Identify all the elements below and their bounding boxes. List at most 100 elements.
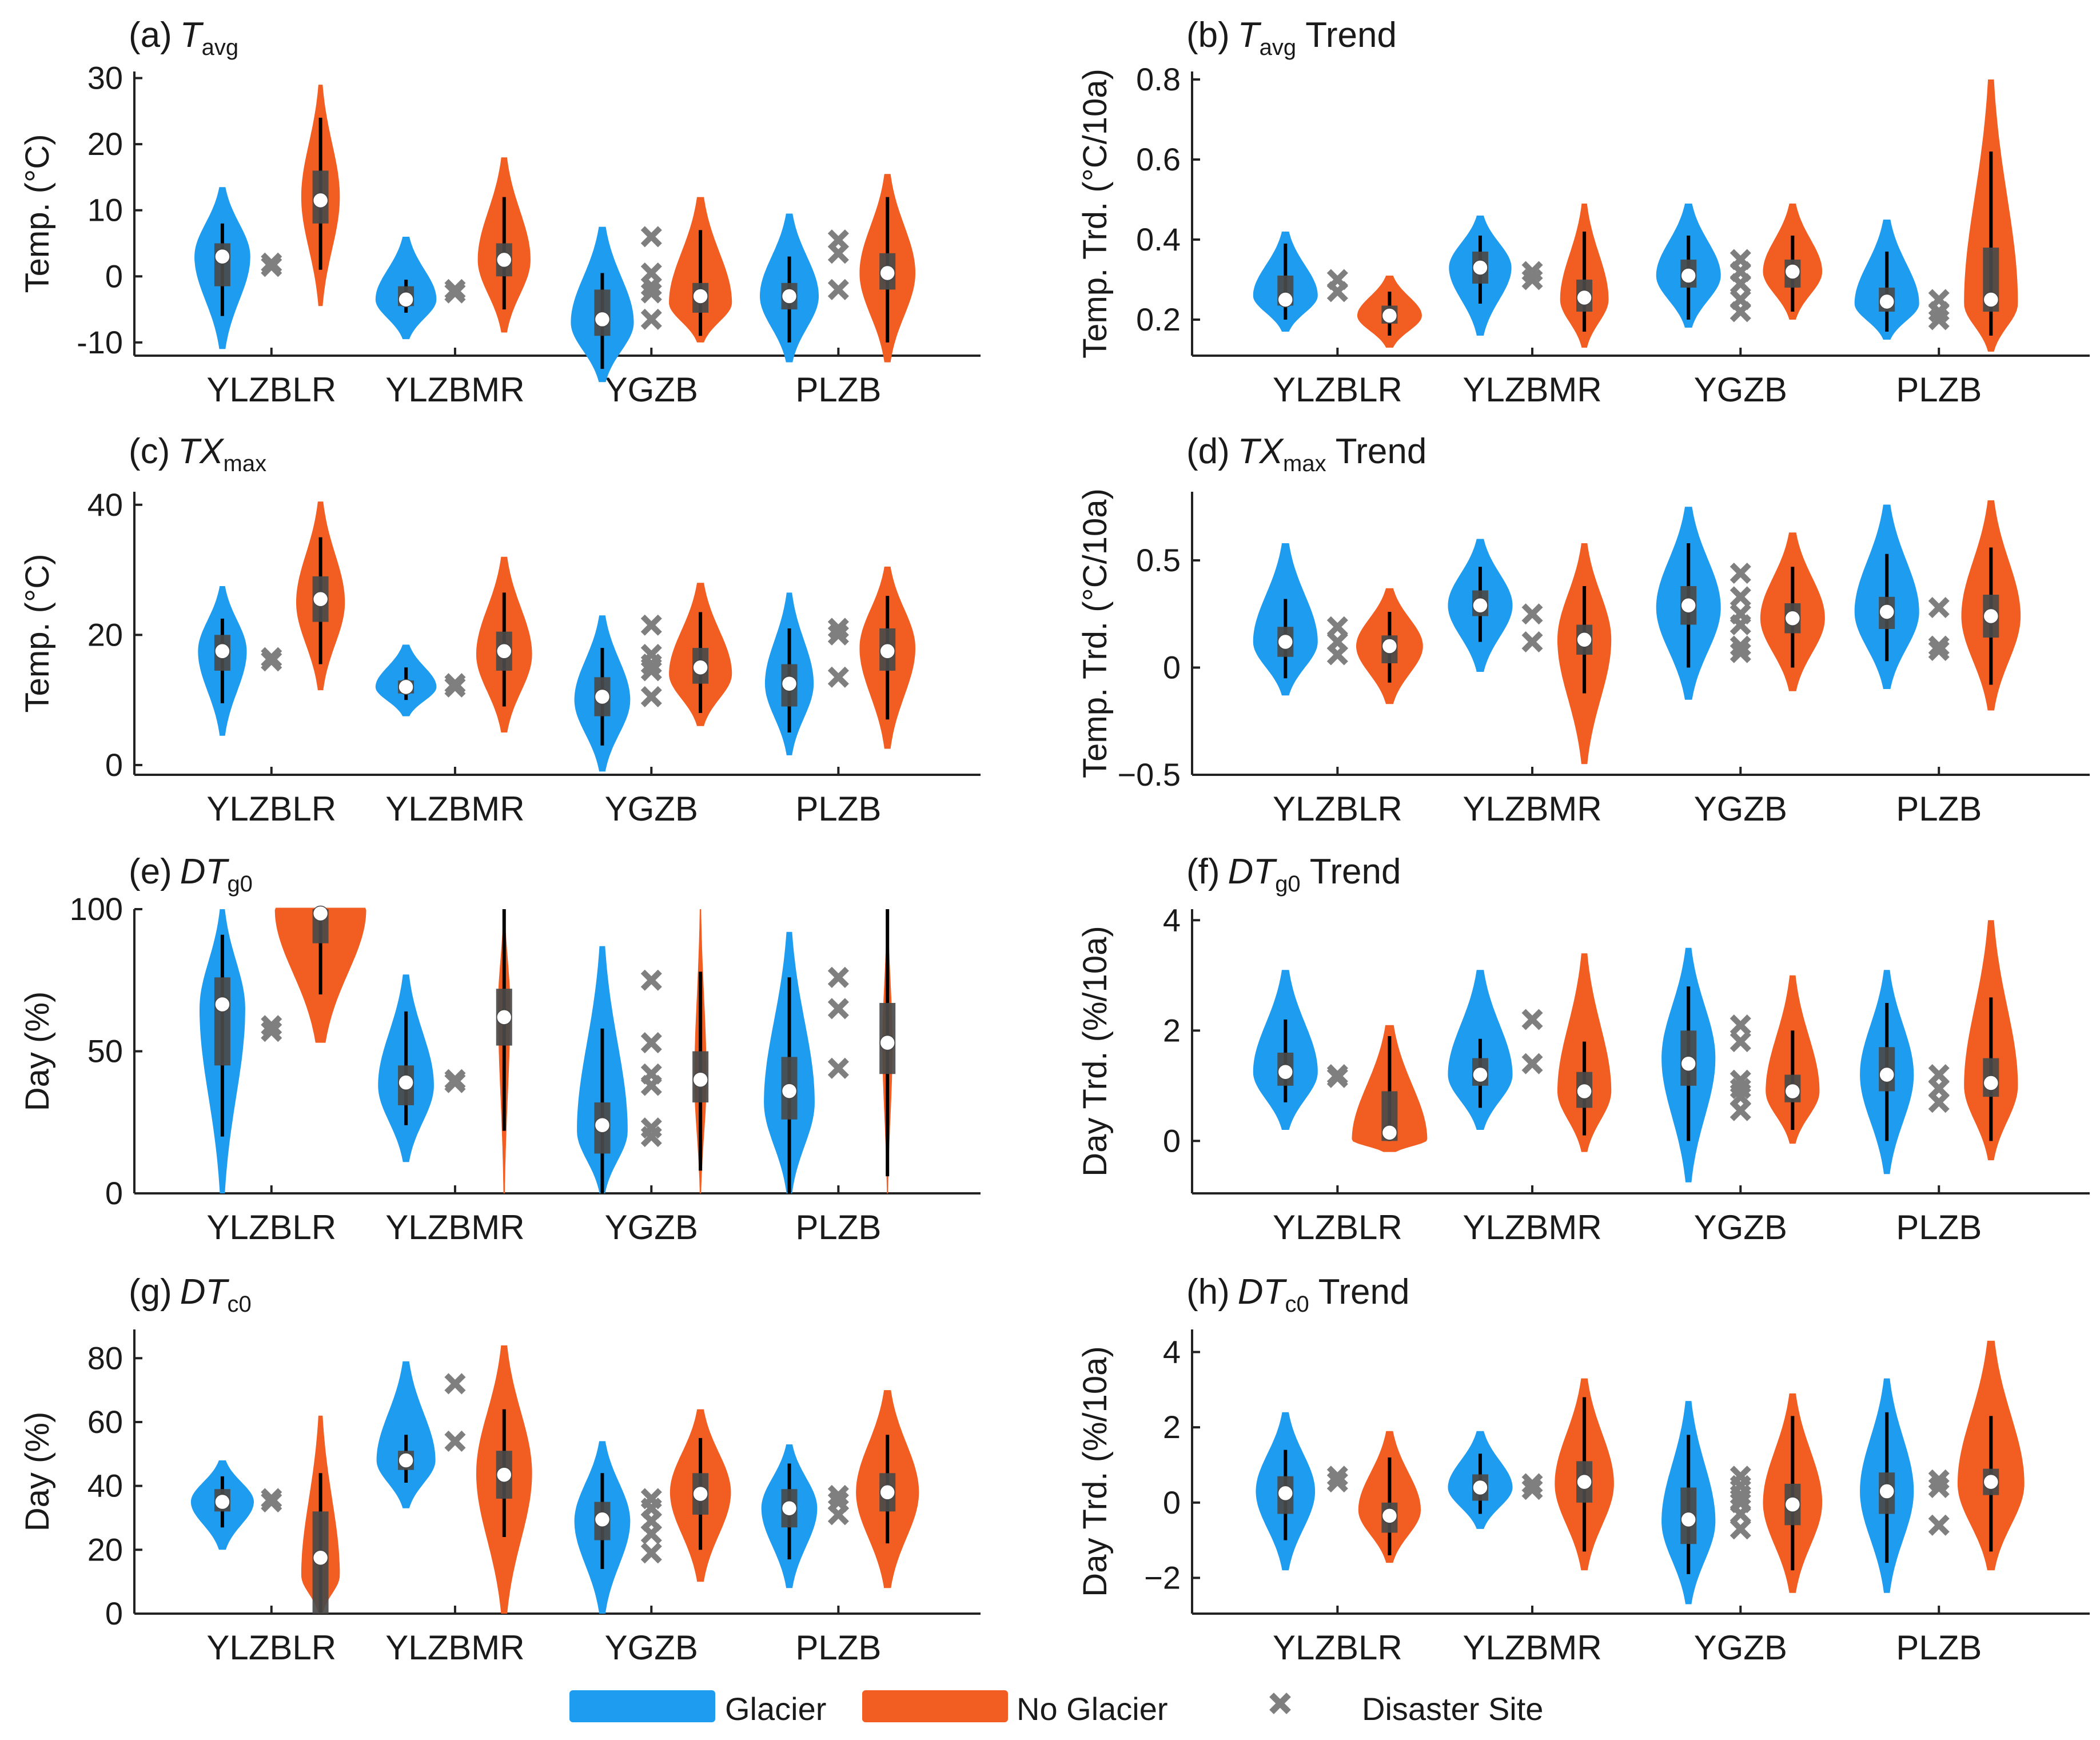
legend-label-no-glacier: No Glacier bbox=[1017, 1691, 1168, 1727]
glacier-median-dot bbox=[781, 1083, 798, 1099]
glacier-median-dot bbox=[1472, 1479, 1488, 1496]
disaster-site-marker bbox=[827, 624, 849, 646]
disaster-marker-stroke bbox=[827, 624, 849, 646]
y-tick-label: 2 bbox=[1163, 1012, 1181, 1048]
y-axis-label: Temp. Trd. (°C/10a) bbox=[1077, 488, 1114, 778]
panel-title-label: (d) bbox=[1186, 432, 1230, 471]
disaster-site-marker bbox=[827, 1057, 849, 1079]
y-tick-label: 10 bbox=[87, 192, 123, 228]
glacier-median-dot bbox=[1472, 598, 1488, 614]
panel-title: (e) DTg0 bbox=[129, 852, 253, 897]
panel-a: -10 0 10 20 30 YLZBLR YLZBMR YGZB PLZB Temp. (°C)… bbox=[19, 15, 981, 409]
panel-title: (g) DTc0 bbox=[129, 1272, 252, 1317]
disaster-marker-stroke bbox=[640, 308, 662, 330]
disaster-marker-stroke bbox=[1730, 635, 1751, 657]
no-glacier-median-dot bbox=[692, 1486, 708, 1502]
disaster-marker-stroke bbox=[1730, 562, 1751, 584]
no-glacier-median-dot bbox=[1576, 1083, 1592, 1100]
disaster-marker-stroke bbox=[1326, 281, 1348, 302]
glacier-median-dot bbox=[1879, 1066, 1895, 1083]
x-category-label: PLZB bbox=[795, 790, 881, 828]
panel-title: (d) TXmax Trend bbox=[1186, 432, 1426, 476]
disaster-site-marker bbox=[1521, 269, 1543, 290]
no-glacier-median-dot bbox=[312, 905, 329, 922]
panel-g: 0 20 40 60 80 YLZBLR YLZBMR YGZB PLZB Day (%) (g) D… bbox=[19, 1272, 981, 1667]
disaster-site-marker bbox=[640, 614, 662, 636]
disaster-site-marker bbox=[640, 282, 662, 304]
panel-title-main: DT bbox=[180, 852, 230, 891]
x-category-label: YLZBMR bbox=[1463, 1208, 1601, 1247]
disaster-site-marker bbox=[640, 308, 662, 330]
panel-b: 0.2 0.4 0.6 0.8 YLZBLR YLZBMR YGZB PLZB Temp. Tr… bbox=[1077, 15, 2090, 409]
y-tick-label: 0.6 bbox=[1136, 141, 1181, 177]
y-tick-label: 0 bbox=[105, 258, 123, 294]
disaster-site-marker bbox=[1928, 635, 1950, 657]
panel-title-label: (b) bbox=[1186, 15, 1230, 55]
panel-title-suffix: Trend bbox=[1326, 432, 1427, 471]
disaster-marker-stroke bbox=[640, 654, 662, 675]
disaster-marker-stroke bbox=[640, 1542, 662, 1564]
disaster-marker-stroke bbox=[1928, 1476, 1950, 1499]
disaster-site-marker bbox=[827, 618, 849, 639]
disaster-marker-stroke bbox=[1928, 1092, 1950, 1113]
x-category-label: YLZBMR bbox=[1463, 1628, 1601, 1667]
disaster-site-marker bbox=[1730, 273, 1751, 294]
glacier-median-dot bbox=[1680, 1511, 1696, 1528]
x-category-label: YLZBLR bbox=[206, 371, 336, 409]
x-category-label: YGZB bbox=[1694, 371, 1787, 409]
disaster-marker-stroke bbox=[1928, 639, 1950, 662]
y-axis-label: Day (%) bbox=[19, 1412, 56, 1531]
disaster-site-marker bbox=[640, 1032, 662, 1054]
disaster-marker-stroke bbox=[827, 618, 849, 639]
panel-f: 0 2 4 YLZBLR YLZBMR YGZB PLZB Day Trd. (%/10a) (… bbox=[1077, 852, 2090, 1247]
disaster-marker-stroke bbox=[444, 1430, 466, 1452]
no-glacier-median-dot bbox=[692, 288, 708, 304]
y-tick-label: 80 bbox=[87, 1340, 123, 1376]
no-glacier-median-dot bbox=[879, 265, 895, 281]
x-category-label: YGZB bbox=[605, 1628, 698, 1667]
disaster-site-marker bbox=[1326, 281, 1348, 302]
panel-title-sub: avg bbox=[1260, 35, 1297, 60]
disaster-marker-stroke bbox=[827, 998, 849, 1020]
disaster-marker-stroke bbox=[1730, 642, 1751, 663]
no-glacier-median-dot bbox=[1576, 632, 1592, 648]
no-glacier-median-dot bbox=[1381, 1508, 1398, 1524]
y-tick-label: −0.5 bbox=[1117, 756, 1181, 793]
glacier-median-dot bbox=[594, 1511, 611, 1528]
panel-title-main: T bbox=[180, 15, 204, 55]
legend-swatch-glacier bbox=[569, 1690, 715, 1722]
x-category-label: YLZBLR bbox=[206, 1628, 336, 1667]
glacier-iqr-box bbox=[214, 977, 230, 1066]
glacier-median-dot bbox=[1472, 260, 1488, 276]
disaster-site-marker bbox=[1521, 1009, 1543, 1030]
panel-title-label: (c) bbox=[129, 432, 170, 471]
disaster-marker-stroke bbox=[1521, 269, 1543, 290]
disaster-site-marker bbox=[261, 647, 282, 668]
disaster-site-marker bbox=[1326, 644, 1348, 666]
legend: Glacier No Glacier Disaster Site bbox=[569, 1690, 1543, 1727]
x-category-label: YLZBLR bbox=[206, 790, 336, 828]
no-glacier-median-dot bbox=[1784, 610, 1801, 626]
no-glacier-median-dot bbox=[312, 1550, 329, 1566]
y-axis-label: Temp. (°C) bbox=[19, 554, 56, 713]
disaster-marker-stroke bbox=[1928, 635, 1950, 657]
x-category-label: YGZB bbox=[605, 1208, 698, 1247]
no-glacier-median-dot bbox=[1784, 1496, 1801, 1512]
panel-title: (a) Tavg bbox=[129, 15, 238, 60]
disaster-marker-stroke bbox=[1730, 273, 1751, 294]
x-category-label: YLZBMR bbox=[385, 371, 524, 409]
panel-title: (h) DTc0 Trend bbox=[1186, 1272, 1409, 1317]
y-tick-label: 50 bbox=[87, 1033, 123, 1069]
no-glacier-median-dot bbox=[1784, 264, 1801, 280]
disaster-site-marker bbox=[1730, 1518, 1751, 1540]
glacier-median-dot bbox=[1680, 1056, 1696, 1072]
disaster-site-marker bbox=[444, 1072, 466, 1093]
no-glacier-median-dot bbox=[1381, 1125, 1398, 1141]
glacier-median-dot bbox=[1680, 268, 1696, 284]
disaster-marker-stroke bbox=[640, 969, 662, 991]
glacier-median-dot bbox=[1277, 634, 1294, 650]
no-glacier-median-dot bbox=[496, 1009, 512, 1025]
panel-title-label: (e) bbox=[129, 852, 172, 891]
disaster-marker-stroke bbox=[1326, 1471, 1348, 1493]
panel-title-sub: c0 bbox=[1285, 1292, 1309, 1317]
